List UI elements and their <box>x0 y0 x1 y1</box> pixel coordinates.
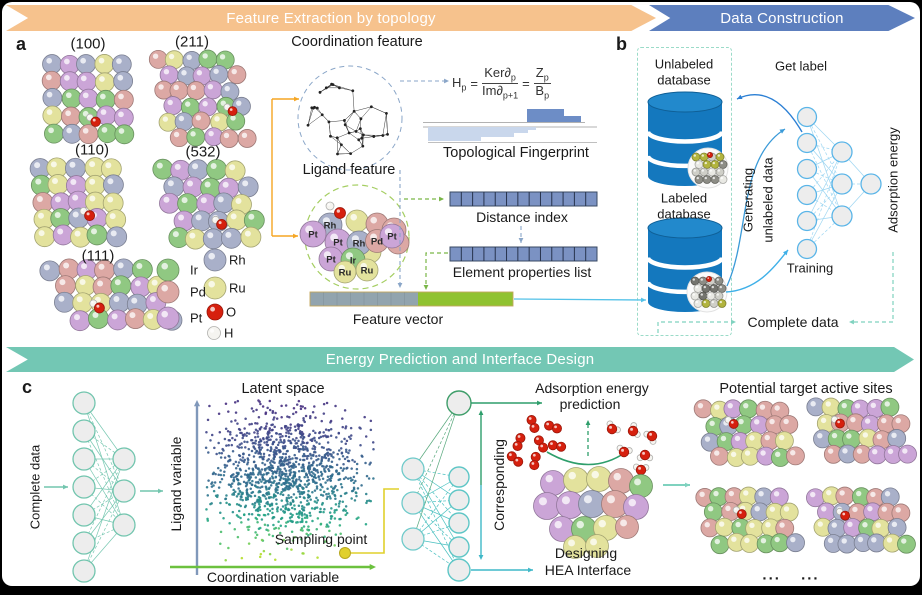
adsorption-prediction-2: prediction <box>559 396 621 412</box>
nn-c-encoder <box>72 391 136 583</box>
adsorption-prediction-1: Adsorption energy <box>535 380 649 396</box>
o2-molecules <box>506 415 567 471</box>
element-properties-bar <box>449 246 598 262</box>
latent-scatter <box>204 399 375 562</box>
sampling-point-label: Sampling point <box>274 531 368 547</box>
complete-data-text-c: Complete data <box>27 444 43 530</box>
svg-text:Ru: Ru <box>339 268 352 279</box>
banner-energy-prediction-label: Energy Prediction and Interface Design <box>325 351 595 368</box>
feature-vector-title: Feature vector <box>352 311 444 327</box>
x-axis-label: Coordination variable <box>206 569 340 585</box>
slab-211 <box>148 49 257 148</box>
unlabeled-db-label-1: Unlabeled <box>654 56 714 72</box>
banner-feature-extraction-label: Feature Extraction by topology <box>226 9 436 27</box>
distance-index-bar <box>449 191 598 207</box>
banner-data-construction: Data Construction <box>649 5 915 31</box>
banner-data-construction-label: Data Construction <box>720 9 844 27</box>
potential-sites-title: Potential target active sites <box>719 381 893 397</box>
panel-a-label: a <box>16 34 27 54</box>
svg-text:Rh: Rh <box>324 221 337 232</box>
surface-label-100: (100) <box>70 35 106 53</box>
distance-index-title: Distance index <box>476 209 568 225</box>
svg-text:Pt: Pt <box>333 238 343 249</box>
banner-energy-prediction: Energy Prediction and Interface Design <box>6 347 914 372</box>
slab-110 <box>29 157 128 248</box>
ligand-feature-title: Ligand feature <box>302 162 396 178</box>
nn-panel-b <box>796 106 882 260</box>
topological-fingerprint <box>423 109 597 143</box>
generating-text-1: Generating <box>740 167 756 233</box>
latent-space-title: Latent space <box>241 381 325 397</box>
labeled-db-cluster <box>686 271 728 313</box>
complete-data-text-b: Complete data <box>747 314 839 330</box>
legend-label-pt: Pt <box>190 310 203 326</box>
panel-c-label: c <box>22 377 33 397</box>
labeled-db-label-1: Labeled <box>660 190 708 206</box>
training-text: Training <box>786 260 834 276</box>
nn-c-decoder <box>401 390 472 582</box>
y-axis-label: Ligand variable <box>168 436 184 532</box>
surface-label-532: (532) <box>185 143 221 161</box>
labeled-db-label-2: database <box>657 206 711 222</box>
h2o-molecules <box>606 420 658 476</box>
legend-spheres <box>156 248 227 340</box>
designing-label-2: HEA Interface <box>544 562 632 578</box>
svg-text:Ir: Ir <box>350 256 357 267</box>
target-slab-2 <box>806 397 917 465</box>
sampling-point <box>339 488 399 559</box>
hea-nanoparticle <box>533 466 653 559</box>
legend-label-rh: Rh <box>229 252 246 268</box>
designing-label-1: Designing <box>554 545 618 561</box>
legend-label-h: H <box>224 325 234 341</box>
unlabeled-db-cluster <box>687 147 729 189</box>
generating-text-2: unlabeled data <box>760 157 776 243</box>
coordination-feature-title: Coordination feature <box>291 34 423 50</box>
banner-feature-extraction: Feature Extraction by topology <box>6 5 656 31</box>
svg-text:Ru: Ru <box>361 266 374 277</box>
svg-text:Rh: Rh <box>353 239 366 250</box>
unlabeled-db-label-2: database <box>657 72 711 88</box>
database-dashed-box <box>637 47 732 336</box>
topological-fingerprint-title: Topological Fingerprint <box>443 145 589 161</box>
legend-label-pd: Pd <box>190 284 206 300</box>
element-properties-title: Element properties list <box>452 264 592 280</box>
surface-label-110: (110) <box>75 141 109 159</box>
feature-vector-bar <box>309 291 514 307</box>
legend-label-ru: Ru <box>229 280 246 296</box>
surface-label-211: (211) <box>175 33 209 51</box>
coordination-network <box>297 65 403 171</box>
svg-text:Pt: Pt <box>308 230 318 241</box>
adsorption-energy-text: Adsorption energy <box>885 127 901 233</box>
target-slab-4 <box>806 486 916 554</box>
slab-111 <box>39 258 183 332</box>
svg-text:Pt: Pt <box>387 232 397 243</box>
target-slab-3 <box>695 486 805 555</box>
panel-b-arrows <box>657 94 894 333</box>
corresponding-label: Corresponding <box>491 439 507 531</box>
legend-label-ir: Ir <box>190 262 198 278</box>
slab-532 <box>152 158 265 250</box>
ellipsis-dots: ... ... <box>762 566 820 584</box>
get-label-text: Get label <box>774 58 828 74</box>
legend-label-o: O <box>226 304 237 320</box>
svg-text:Pt: Pt <box>326 255 336 266</box>
svg-text:Pd: Pd <box>371 237 383 248</box>
homology-formula: Hp = Ker∂p Im∂p+1 = Zp Bp <box>452 65 551 101</box>
target-slab-1 <box>693 399 805 467</box>
surface-label-111: (111) <box>81 247 115 265</box>
slab-100 <box>41 54 135 145</box>
panel-b-label: b <box>616 34 627 54</box>
